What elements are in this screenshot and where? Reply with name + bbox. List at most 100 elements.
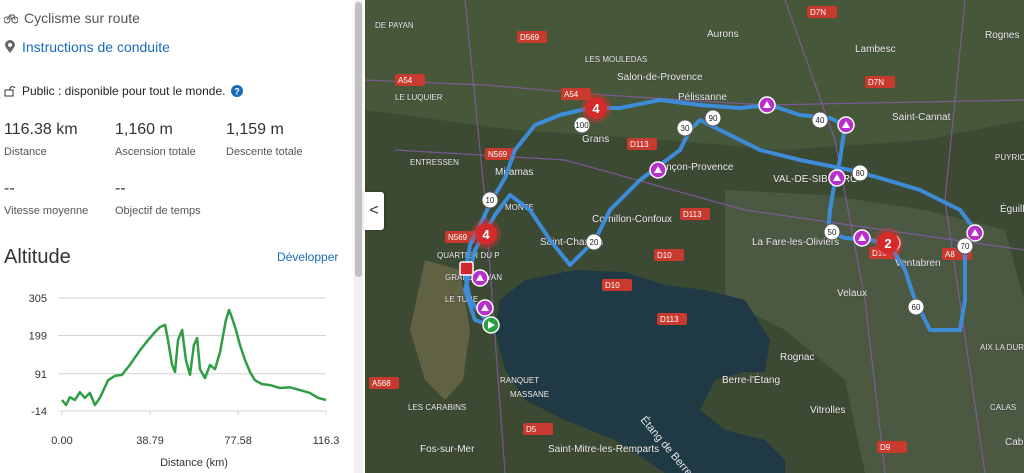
distance-label: 30 <box>681 124 690 133</box>
map-label: Fos-sur-Mer <box>420 444 475 455</box>
road-label: D113 <box>683 210 702 219</box>
map-label: Cornillon-Confoux <box>592 214 672 225</box>
altitude-chart: -14 91 199 305 0.00 38.79 77.58 116.3 Distance (… <box>29 293 340 469</box>
map-label: RANQUET <box>500 376 539 385</box>
activity-row: Cyclisme sur route <box>4 10 140 26</box>
poi-icon <box>971 229 979 236</box>
map-label: Rognac <box>780 352 814 363</box>
map-urban <box>410 260 470 400</box>
stat-value: -- <box>115 180 126 197</box>
road-label: A568 <box>372 379 391 388</box>
road-shield <box>517 31 547 43</box>
road-shield <box>680 208 710 220</box>
distance-label: 40 <box>816 116 825 125</box>
map-label: Saint-Cannat <box>892 112 951 123</box>
stat-value: 116.38 km <box>4 121 78 138</box>
distance-label: 100 <box>575 121 589 130</box>
distance-marker <box>704 109 722 127</box>
road-shield <box>369 377 399 389</box>
poi-icon <box>833 174 841 181</box>
map-label: AIX LA DURANNE <box>980 343 1024 352</box>
poi-icon <box>858 234 866 241</box>
map-label: Velaux <box>837 288 867 299</box>
road-label: D10 <box>605 281 620 290</box>
road-label: D5 <box>526 425 537 434</box>
stat-value: 1,160 m <box>115 121 173 138</box>
lock-icon <box>4 86 16 97</box>
cluster-marker[interactable] <box>585 97 607 119</box>
road-shield <box>627 138 657 150</box>
road-label: D7N <box>868 78 884 87</box>
map-label: Miramas <box>495 167 533 178</box>
map-label: LE TUBE <box>445 295 478 304</box>
road-label: N569 <box>448 233 468 242</box>
map[interactable]: DE PAYAN D569 LES MOULEDAS Aurons D7N Lambesc… <box>365 0 1024 473</box>
directions-link[interactable]: Instructions de conduite <box>22 39 170 55</box>
map-label: CALAS <box>990 403 1016 412</box>
collapse-button[interactable]: < <box>364 192 384 230</box>
road-label: N569 <box>488 150 508 159</box>
road-label: D10 <box>872 249 887 258</box>
map-label: LES MOULEDAS <box>585 55 647 64</box>
map-label: Lambesc <box>855 44 896 55</box>
road-label: D569 <box>520 33 540 42</box>
expand-link[interactable]: Développer <box>277 250 339 264</box>
poi-icon <box>476 274 484 281</box>
cluster-marker[interactable] <box>877 232 899 254</box>
poi-icon <box>763 101 771 108</box>
distance-marker <box>585 233 603 251</box>
distance-marker <box>907 298 925 316</box>
cluster-count: 4 <box>482 227 490 242</box>
map-label: Pélissanne <box>678 92 727 103</box>
road-shield <box>807 6 837 18</box>
road-shield <box>561 88 591 100</box>
distance-marker <box>823 223 841 241</box>
stat-label: Ascension totale <box>115 146 196 158</box>
map-label: DE PAYAN <box>375 21 414 30</box>
map-fields <box>725 190 1024 473</box>
road-label: A54 <box>564 90 579 99</box>
map-label: VAL-DE-SIBOURG <box>773 174 858 185</box>
map-label: Éguilles <box>1000 202 1024 215</box>
visibility: Public : disponible pour tout le monde. <box>22 84 226 98</box>
distance-marker <box>956 237 974 255</box>
scrollbar[interactable] <box>354 0 363 473</box>
distance-label: 60 <box>912 303 921 312</box>
y-tick-label: 91 <box>35 369 47 381</box>
road-label: D10 <box>657 251 672 260</box>
y-tick-label: 199 <box>29 331 47 343</box>
bike-icon <box>4 14 18 24</box>
map-label: MONTE <box>505 203 534 212</box>
poi-icon <box>842 121 850 128</box>
stat-label: Vitesse moyenne <box>4 205 89 217</box>
start-icon <box>488 321 495 329</box>
cluster-marker[interactable] <box>475 223 497 245</box>
poi-icon <box>654 166 662 173</box>
distance-marker <box>811 111 829 129</box>
distance-marker <box>676 119 694 137</box>
distance-label: 90 <box>709 114 718 123</box>
road-label: D113 <box>630 140 649 149</box>
distance-marker <box>573 116 591 134</box>
stat-label: Objectif de temps <box>115 205 201 217</box>
route-panel: Cyclisme sur route Instructions de condu… <box>0 0 355 473</box>
map-label: MASSANE <box>510 390 549 399</box>
svg-text:?: ? <box>235 87 241 97</box>
x-tick-label: 77.58 <box>224 435 252 447</box>
end-marker[interactable] <box>459 261 474 276</box>
distance-marker <box>481 191 499 209</box>
map-label: Saint-Mitre-les-Remparts <box>548 444 659 455</box>
map-water <box>495 270 785 473</box>
y-tick-label: -14 <box>31 406 47 418</box>
help-icon[interactable]: ? <box>231 85 244 97</box>
map-label: Grans <box>582 134 609 145</box>
distance-marker <box>851 164 869 182</box>
map-label: Lançon-Provence <box>655 162 734 173</box>
road-shield <box>865 76 895 88</box>
distance-label: 50 <box>828 228 837 237</box>
map-label: Ventabren <box>895 258 941 269</box>
stat-label: Distance <box>4 146 47 158</box>
scrollbar-thumb[interactable] <box>355 2 362 277</box>
